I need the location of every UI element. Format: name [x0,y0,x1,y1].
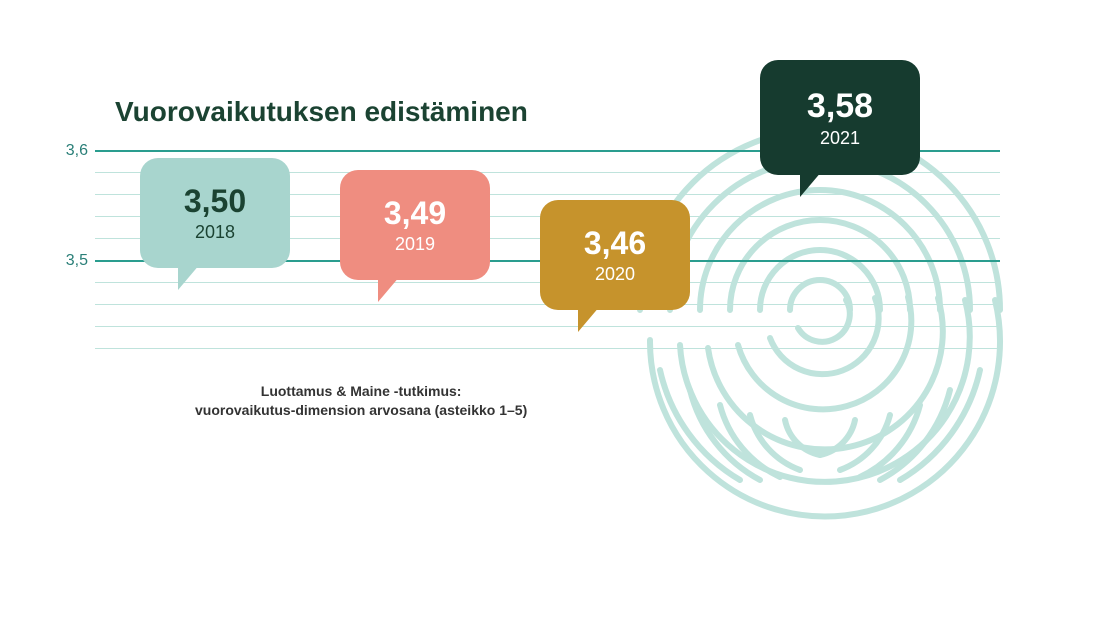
chart-caption: Luottamus & Maine -tutkimus: vuorovaikut… [195,382,527,420]
bubble-value: 3,46 [584,227,646,259]
bubble-value: 3,58 [807,89,873,123]
gridline [95,348,1000,349]
gridline [95,326,1000,327]
bubble-tail [178,264,200,290]
caption-line-2: vuorovaikutus-dimension arvosana (asteik… [195,402,527,418]
chart-canvas: { "layout": { "width": 1101, "height": 6… [0,0,1101,621]
bubble-year: 2021 [820,129,860,147]
data-bubble: 3,50 2018 [140,158,290,268]
bubble-value: 3,49 [384,197,446,229]
bubble-value: 3,50 [184,185,246,217]
data-bubble: 3,58 2021 [760,60,920,175]
bubble-tail [378,276,400,302]
bubble-tail [578,306,600,332]
data-bubble: 3,49 2019 [340,170,490,280]
bubble-year: 2020 [595,265,635,283]
chart-title: Vuorovaikutuksen edistäminen [115,96,528,128]
caption-line-1: Luottamus & Maine -tutkimus: [261,383,462,399]
bubble-year: 2018 [195,223,235,241]
data-bubble: 3,46 2020 [540,200,690,310]
bubble-year: 2019 [395,235,435,253]
y-axis-label: 3,5 [0,252,88,270]
bubble-tail [800,171,822,197]
y-axis-label: 3,6 [0,142,88,160]
